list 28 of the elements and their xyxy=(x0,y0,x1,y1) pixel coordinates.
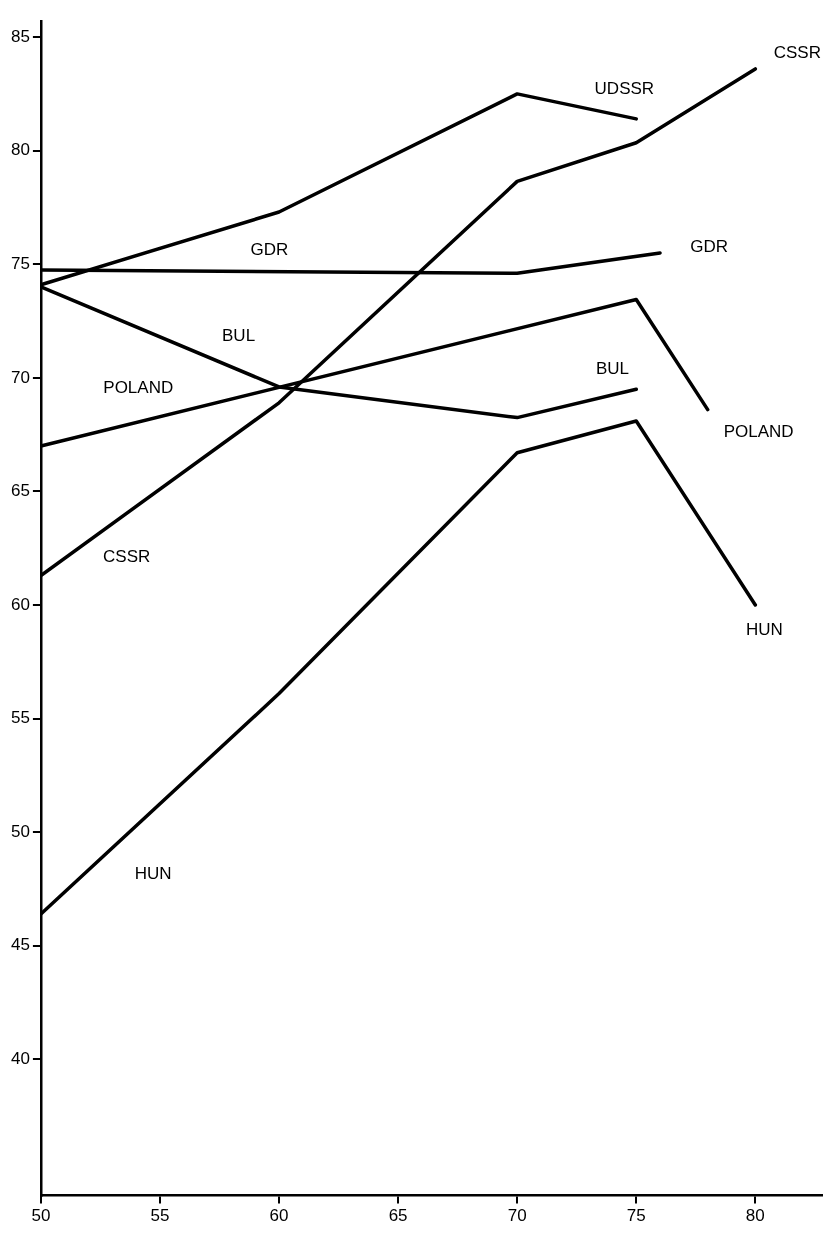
text: GDR xyxy=(690,236,728,256)
y-tick-label: 70 xyxy=(10,367,30,387)
x-tick-label: 70 xyxy=(507,1206,527,1226)
x-tick-label: 80 xyxy=(745,1206,765,1226)
x-tick-label: 60 xyxy=(269,1206,289,1226)
text: BUL xyxy=(222,325,256,345)
x-tick-label: 75 xyxy=(626,1206,646,1226)
x-tick-label: 50 xyxy=(31,1206,51,1226)
y-tick-label: 60 xyxy=(10,594,30,614)
y-tick-label: 75 xyxy=(10,253,30,273)
text: CSSR xyxy=(773,42,821,62)
series-label: HUN xyxy=(745,619,783,639)
y-tick-label: 80 xyxy=(10,140,30,160)
x-tick-label: 55 xyxy=(150,1206,170,1226)
text: POLAND xyxy=(723,422,794,442)
y-tick-label: 45 xyxy=(10,935,30,955)
y-tick-label: 55 xyxy=(10,708,30,728)
series-label: BUL xyxy=(595,358,629,378)
y-tick-label: 50 xyxy=(10,821,30,841)
y-tick-label: 85 xyxy=(10,26,30,46)
y-tick-label: 65 xyxy=(10,481,30,501)
y-tick-label: 40 xyxy=(10,1048,30,1068)
series-label: CSSR xyxy=(103,547,151,566)
series-label: UDSSR xyxy=(594,79,655,99)
text: HUN xyxy=(134,863,172,883)
x-tick-label: 65 xyxy=(388,1206,408,1226)
series-label: GDR xyxy=(250,240,289,260)
series-label: POLAND xyxy=(103,377,174,397)
